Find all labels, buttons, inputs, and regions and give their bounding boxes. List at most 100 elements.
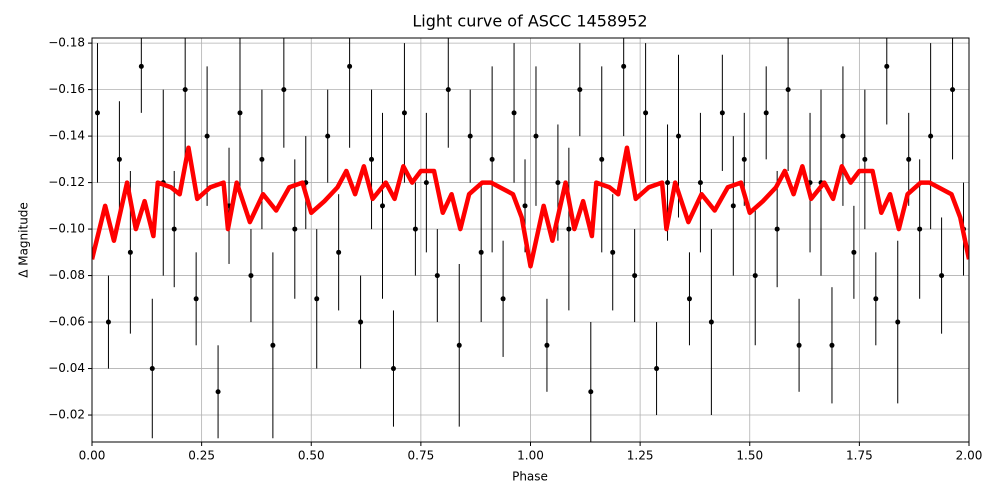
data-point — [851, 249, 857, 255]
data-point — [752, 273, 758, 279]
y-tick-label: −0.10 — [48, 222, 85, 236]
y-tick-label: −0.16 — [48, 82, 85, 96]
x-tick-label: 1.00 — [517, 449, 544, 463]
x-tick-label: 0.75 — [408, 449, 435, 463]
y-tick-label: −0.18 — [48, 36, 85, 50]
data-point — [763, 110, 769, 116]
data-point — [116, 156, 122, 162]
data-point — [105, 319, 111, 325]
data-point — [237, 110, 243, 116]
data-point — [171, 226, 177, 232]
data-point — [336, 249, 342, 255]
data-point — [928, 133, 934, 139]
x-tick-label: 1.50 — [736, 449, 763, 463]
y-tick-label: −0.14 — [48, 129, 85, 143]
data-point — [522, 203, 528, 209]
data-point — [654, 366, 660, 372]
data-point — [741, 156, 747, 162]
data-point — [906, 156, 912, 162]
x-tick-label: 0.25 — [188, 449, 215, 463]
data-point — [127, 249, 133, 255]
data-point — [390, 366, 396, 372]
data-point — [774, 226, 780, 232]
data-point — [785, 87, 791, 93]
binned-curve — [92, 145, 969, 269]
data-point — [599, 156, 605, 162]
data-point — [259, 156, 265, 162]
data-point — [544, 342, 550, 348]
data-point — [917, 226, 923, 232]
data-point — [380, 203, 386, 209]
data-point — [697, 180, 703, 186]
data-point — [665, 180, 671, 186]
x-axis-label: Phase — [512, 470, 548, 484]
data-point — [314, 296, 320, 302]
data-point — [632, 273, 638, 279]
data-point — [500, 296, 506, 302]
data-point — [950, 87, 956, 93]
data-point — [467, 133, 473, 139]
data-point — [840, 133, 846, 139]
y-tick-label: −0.02 — [48, 408, 85, 422]
data-point — [719, 110, 725, 116]
data-point — [182, 87, 188, 93]
x-tick-label: 0.50 — [298, 449, 325, 463]
data-point — [347, 63, 353, 69]
data-point — [204, 133, 210, 139]
data-point — [577, 87, 583, 93]
data-point — [884, 63, 890, 69]
x-tick-label: 1.25 — [627, 449, 654, 463]
data-point — [566, 226, 572, 232]
data-point — [730, 203, 736, 209]
data-point — [270, 342, 276, 348]
data-point — [588, 389, 594, 395]
data-point — [281, 87, 287, 93]
data-point — [708, 319, 714, 325]
x-tick-label: 0.00 — [79, 449, 106, 463]
ticks: 0.00 0.25 0.50 0.75 1.00 1.25 1.50 1.75 2.00 −0.1… — [48, 36, 982, 463]
data-point — [358, 319, 364, 325]
plot-area — [92, 38, 969, 442]
data-point — [555, 180, 561, 186]
y-tick-label: −0.06 — [48, 315, 85, 329]
data-point — [829, 342, 835, 348]
data-point — [686, 296, 692, 302]
data-point — [369, 156, 375, 162]
data-point — [94, 110, 100, 116]
data-point — [675, 133, 681, 139]
y-tick-label: −0.08 — [48, 268, 85, 282]
data-point — [215, 389, 221, 395]
y-axis-label: Δ Magnitude — [17, 202, 31, 278]
data-point — [292, 226, 298, 232]
data-point — [796, 342, 802, 348]
data-point — [939, 273, 945, 279]
data-point — [423, 180, 429, 186]
data-point — [862, 156, 868, 162]
data-point — [138, 63, 144, 69]
chart-title: Light curve of ASCC 1458952 — [412, 12, 647, 31]
data-point — [643, 110, 649, 116]
data-point — [489, 156, 495, 162]
data-point — [621, 63, 627, 69]
y-tick-label: −0.04 — [48, 361, 85, 375]
y-tick-label: −0.12 — [48, 175, 85, 189]
data-point — [456, 342, 462, 348]
data-point — [248, 273, 254, 279]
data-point — [149, 366, 155, 372]
data-point — [193, 296, 199, 302]
data-point — [478, 249, 484, 255]
data-point — [401, 110, 407, 116]
data-point — [325, 133, 331, 139]
data-point — [511, 110, 517, 116]
data-point — [412, 226, 418, 232]
x-tick-label: 2.00 — [956, 449, 983, 463]
data-point — [895, 319, 901, 325]
data-point — [610, 249, 616, 255]
data-point — [873, 296, 879, 302]
data-point — [445, 87, 451, 93]
x-tick-label: 1.75 — [846, 449, 873, 463]
data-point — [434, 273, 440, 279]
